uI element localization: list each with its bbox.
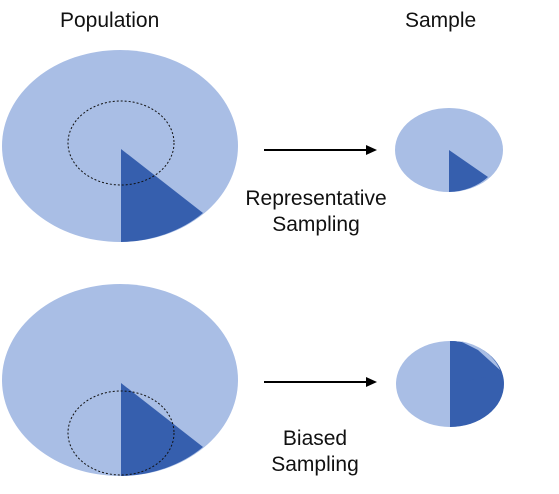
representative-sample-outline <box>67 100 175 186</box>
representative-population <box>2 50 238 242</box>
biased-sampling-label: Biased Sampling <box>260 426 370 478</box>
biased-sample-pie <box>396 341 504 427</box>
representative-sampling-label: Representative Sampling <box>226 186 406 238</box>
representative-label-line2: Sampling <box>272 213 360 236</box>
biased-population <box>2 284 238 476</box>
population-heading: Population <box>60 9 160 32</box>
biased-sample-outline <box>67 390 175 476</box>
biased-label-line1: Biased <box>282 427 348 450</box>
representative-label-line1: Representative <box>245 187 387 210</box>
biased-arrow <box>264 377 377 387</box>
representative-sample-pie <box>395 108 503 192</box>
biased-label-line2: Sampling <box>271 453 359 476</box>
sample-heading: Sample <box>405 9 477 32</box>
representative-arrow <box>264 145 377 155</box>
